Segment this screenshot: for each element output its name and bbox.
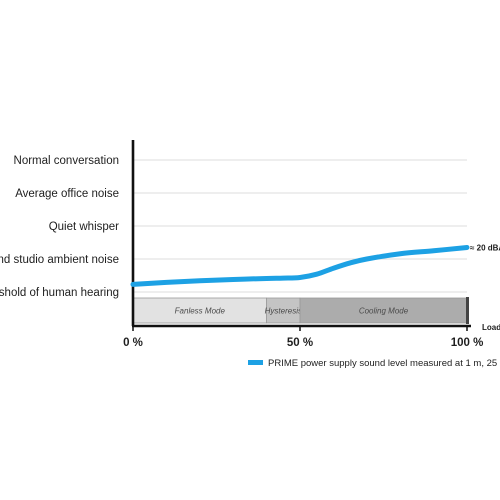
end-annotation: ≈ 20 dBA xyxy=(470,243,500,252)
y-category-label: Normal conversation xyxy=(14,155,119,167)
y-category-label: Sound studio ambient noise xyxy=(0,254,119,266)
x-axis-title: Load xyxy=(482,323,500,332)
x-tick-label: 100 % xyxy=(451,337,484,349)
mode-band xyxy=(299,297,468,324)
x-tick-label: 50 % xyxy=(287,337,313,349)
grid-lines xyxy=(133,159,467,293)
mode-label: Cooling Mode xyxy=(359,307,409,316)
series-line-prime xyxy=(130,244,470,287)
legend-swatch xyxy=(248,360,263,365)
y-category-label: Average office noise xyxy=(15,188,119,200)
y-category-label: Threshold of human hearing xyxy=(0,287,119,299)
mode-label: Hysteresis xyxy=(265,307,302,316)
x-axis-ticks: 0 % 50 % 100 % xyxy=(123,326,483,349)
mode-band xyxy=(132,297,268,324)
mode-bands: Fanless Mode Hysteresis Cooling Mode xyxy=(132,297,469,324)
legend-label: PRIME power supply sound level measured … xyxy=(268,358,500,369)
legend: PRIME power supply sound level measured … xyxy=(248,358,500,369)
y-category-label: Quiet whisper xyxy=(49,221,119,233)
mode-band-end-cap xyxy=(466,297,469,324)
mode-label: Fanless Mode xyxy=(175,307,226,316)
x-tick-label: 0 % xyxy=(123,337,143,349)
y-axis-labels: Threshold of human hearing Sound studio a… xyxy=(0,155,119,299)
